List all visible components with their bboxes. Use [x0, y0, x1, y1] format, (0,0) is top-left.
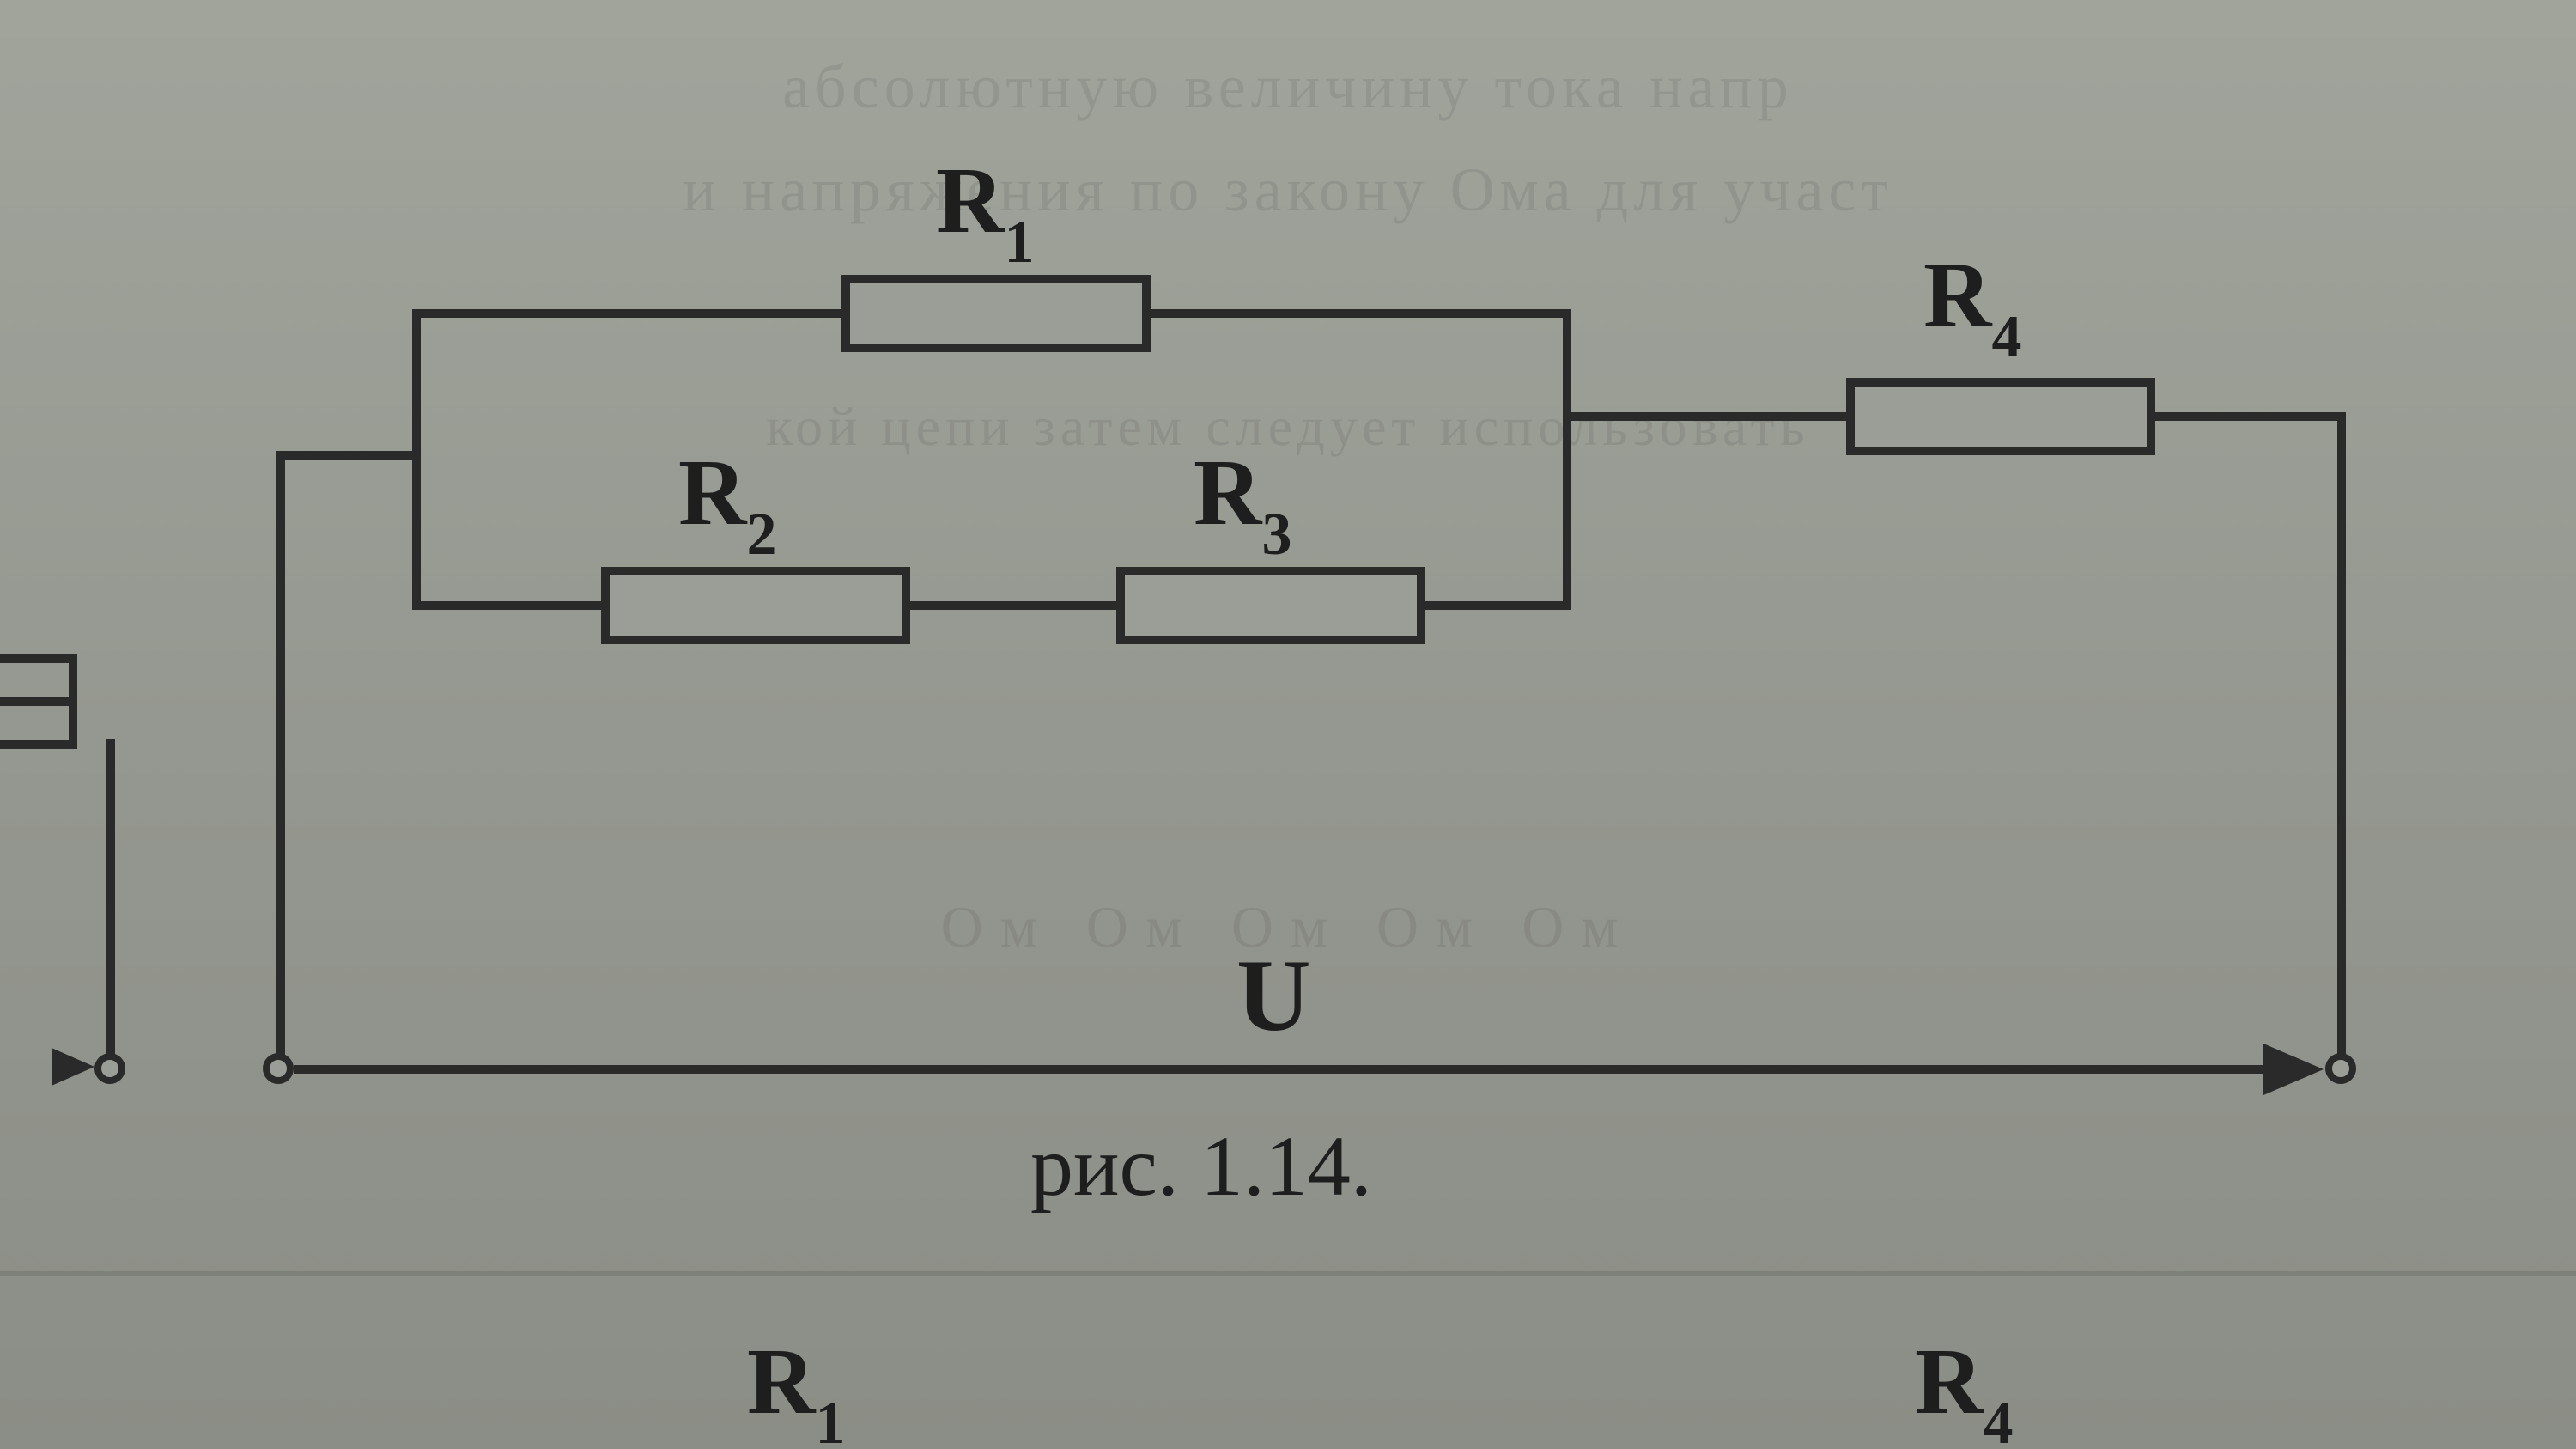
wire	[276, 455, 285, 1056]
label-sub: 4	[1983, 1391, 2013, 1449]
terminal	[94, 1053, 125, 1084]
page-root: абсолютную величину тока напр и напряжен…	[0, 0, 2576, 1449]
terminal-left	[263, 1053, 294, 1084]
wire	[106, 739, 115, 1056]
figure-caption: рис. 1.14.	[1030, 1117, 1372, 1215]
wire	[412, 309, 841, 318]
wire	[2155, 412, 2346, 421]
label-base: R	[1194, 440, 1261, 545]
ghost-text: и напряжения по закону Ома для участ	[0, 155, 2576, 226]
label-sub: 1	[815, 1391, 845, 1449]
wire	[276, 451, 421, 460]
label-sub: 3	[1261, 502, 1291, 568]
resistor-r3	[1116, 567, 1425, 644]
label-r4: R4	[1923, 240, 2021, 362]
label-sub: 2	[746, 502, 776, 568]
resistor-r2	[601, 567, 910, 644]
label-base: R	[1915, 1329, 1983, 1434]
ghost-text: абсолютную величину тока напр	[0, 52, 2576, 123]
bottom-label-left: R1	[747, 1327, 845, 1448]
label-base: R	[1923, 242, 1991, 347]
wire	[412, 601, 601, 610]
wire	[2337, 412, 2346, 1058]
label-u: U	[1236, 936, 1311, 1055]
label-sub: 4	[1991, 304, 2021, 370]
label-base: R	[747, 1329, 815, 1434]
resistor-r1	[841, 275, 1151, 352]
wire	[1563, 309, 1571, 610]
wire	[1563, 412, 1846, 421]
voltage-arrow-head	[2263, 1044, 2324, 1095]
wire	[1151, 309, 1571, 318]
label-base: R	[936, 148, 1004, 253]
wire	[910, 601, 1116, 610]
wire	[412, 309, 421, 610]
label-r1: R1	[936, 146, 1034, 267]
page-rule	[0, 1271, 2576, 1276]
terminal-right	[2325, 1053, 2356, 1084]
bottom-label-right: R4	[1915, 1327, 2013, 1448]
arrow-head	[52, 1048, 94, 1086]
label-r2: R2	[678, 438, 776, 559]
label-r3: R3	[1194, 438, 1291, 559]
label-sub: 1	[1004, 210, 1034, 276]
resistor-r4	[1846, 378, 2155, 455]
wire	[0, 697, 77, 706]
wire	[1425, 601, 1571, 610]
voltage-arrow-line	[294, 1065, 2269, 1074]
label-base: R	[678, 440, 746, 545]
